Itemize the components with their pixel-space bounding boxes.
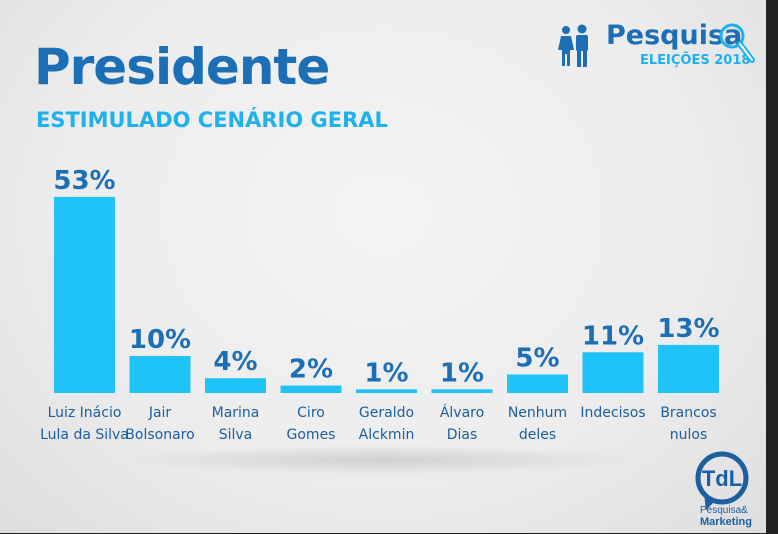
category-label: Luiz Inácio (48, 405, 122, 421)
data-label: 13% (657, 314, 719, 344)
category-label: Jair (148, 405, 172, 421)
bar (658, 344, 719, 393)
category-label: deles (519, 427, 556, 443)
bar (431, 389, 493, 393)
category-label: Gomes (287, 427, 336, 443)
data-label: 53% (53, 166, 115, 196)
category-label: Nenhum (508, 405, 567, 421)
tdl-line2: Marketing (700, 516, 752, 528)
tdl-line1: Pesquisa& (700, 505, 748, 516)
category-label: Brancos (660, 405, 716, 421)
bar (205, 378, 266, 393)
data-label: 1% (364, 358, 408, 388)
page-subtitle: ESTIMULADO CENÁRIO GERAL (36, 108, 388, 132)
category-label: Álvaro (440, 404, 484, 421)
data-label: 10% (129, 325, 191, 355)
data-label: 2% (289, 355, 333, 385)
page-title: Presidente (34, 38, 330, 96)
data-label: 4% (213, 347, 257, 377)
category-label: Ciro (297, 405, 325, 421)
bar (280, 385, 342, 393)
bar (54, 196, 115, 393)
bar (582, 352, 644, 393)
data-label: 11% (582, 321, 644, 351)
bar (356, 389, 417, 393)
category-label: Dias (447, 427, 478, 443)
category-label: Silva (219, 427, 253, 443)
people-icon (558, 24, 588, 67)
tdl-mark: TdL (702, 466, 742, 491)
category-label: Lula da Silva (40, 427, 129, 443)
category-label: Indecisos (580, 405, 645, 421)
magnifier-icon (719, 23, 755, 63)
category-label: Geraldo (359, 405, 414, 421)
data-label: 5% (515, 344, 559, 374)
logo-subtitle: ELEIÇÕES 2018 (640, 53, 751, 68)
category-label: Bolsonaro (125, 427, 194, 443)
pesquisa-logo: Pesquisa ELEIÇÕES 2018 (556, 20, 766, 72)
tdl-logo: TdL Pesquisa& Marketing (684, 450, 764, 530)
bar (129, 356, 191, 393)
data-label: 1% (440, 358, 484, 388)
bar (507, 374, 568, 393)
category-label: Marina (212, 405, 260, 421)
floor-shadow (120, 445, 640, 475)
category-label: nulos (670, 427, 708, 443)
category-label: Alckmin (359, 427, 415, 443)
